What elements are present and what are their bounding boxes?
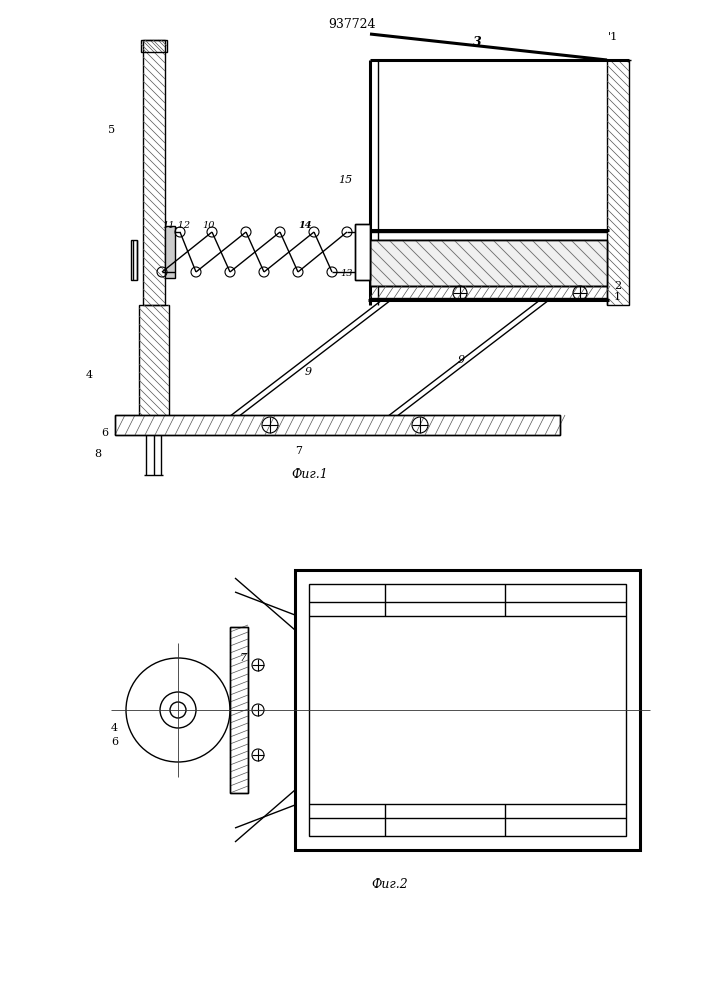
Bar xyxy=(165,226,175,278)
Text: 2: 2 xyxy=(614,281,621,291)
Text: 14: 14 xyxy=(298,221,312,230)
Text: 1: 1 xyxy=(614,292,621,302)
Bar xyxy=(295,570,640,850)
Text: 7: 7 xyxy=(295,446,302,456)
Text: 6: 6 xyxy=(111,737,118,747)
Text: '1: '1 xyxy=(608,32,618,42)
Text: 15: 15 xyxy=(338,175,352,185)
Bar xyxy=(139,305,169,420)
Text: 6: 6 xyxy=(101,428,108,438)
Text: 9: 9 xyxy=(458,355,465,365)
Text: 7: 7 xyxy=(240,653,247,663)
Bar xyxy=(370,240,607,286)
Bar xyxy=(141,40,167,52)
Text: 937724: 937724 xyxy=(328,18,375,31)
Bar xyxy=(131,240,137,280)
Text: Фиг.1: Фиг.1 xyxy=(291,468,328,481)
Bar xyxy=(115,415,560,435)
Bar xyxy=(355,224,370,280)
Bar xyxy=(230,627,248,793)
Bar xyxy=(355,224,370,280)
Bar xyxy=(370,286,607,298)
Bar xyxy=(309,584,626,836)
Text: 8: 8 xyxy=(94,449,101,459)
Text: 9: 9 xyxy=(305,367,312,377)
Text: Фиг.2: Фиг.2 xyxy=(372,879,409,892)
Bar xyxy=(230,627,248,793)
Bar xyxy=(115,415,560,435)
Text: 11,12: 11,12 xyxy=(162,221,190,230)
Text: 4: 4 xyxy=(111,723,118,733)
Text: 10: 10 xyxy=(202,221,214,230)
Text: 13: 13 xyxy=(340,269,353,278)
Text: 4: 4 xyxy=(86,370,93,380)
Bar xyxy=(370,240,607,286)
Bar xyxy=(607,60,629,305)
Text: 3: 3 xyxy=(473,36,481,49)
Circle shape xyxy=(170,702,186,718)
Text: 5: 5 xyxy=(108,125,115,135)
Bar xyxy=(143,40,165,305)
